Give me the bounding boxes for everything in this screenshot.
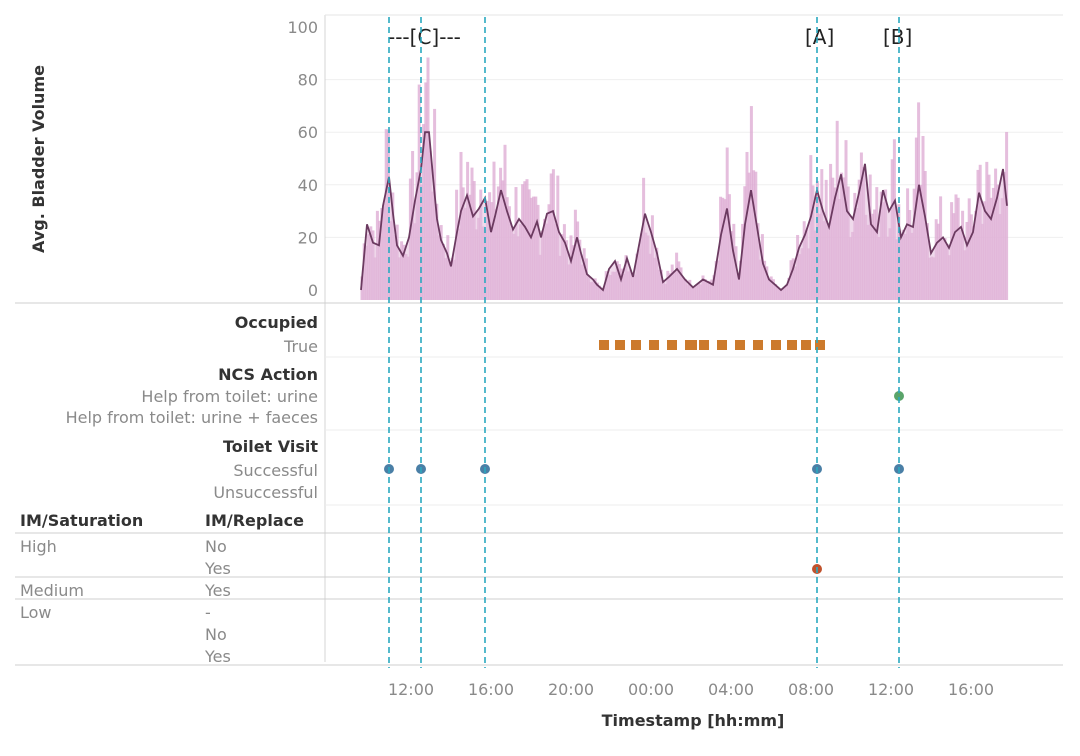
y-tick-label: 40	[298, 176, 318, 195]
occupied-segment	[815, 340, 825, 350]
im-replace-header: IM/Replace	[205, 511, 304, 530]
occupied-segment	[667, 340, 677, 350]
im-replace-label: -	[205, 603, 211, 622]
occupied-segment	[699, 340, 709, 350]
occupied-segment	[615, 340, 625, 350]
im-replace-label: No	[205, 537, 227, 556]
y-tick-label: 0	[308, 281, 318, 300]
occupied-segment	[717, 340, 727, 350]
y-tick-label: 100	[287, 18, 318, 37]
bladder-volume-line	[360, 131, 1008, 292]
annotation-c-label: ---[C]---	[388, 25, 461, 49]
im-replace-label: Yes	[204, 559, 231, 578]
y-tick-label: 80	[298, 71, 318, 90]
occupied-segment	[649, 340, 659, 350]
im-saturation-label: High	[20, 537, 57, 556]
ncs-action-category-label: Help from toilet: urine + faeces	[66, 408, 318, 427]
occupied-title: Occupied	[235, 313, 318, 332]
occupied-segment	[787, 340, 797, 350]
x-tick-label: 04:00	[708, 680, 754, 699]
y-axis-title: Avg. Bladder Volume	[29, 65, 48, 253]
y-tick-label: 60	[298, 123, 318, 142]
occupied-segment	[801, 340, 811, 350]
toilet-visit-category-label: Successful	[233, 461, 318, 480]
occupied-segment	[735, 340, 745, 350]
toilet-visit-title: Toilet Visit	[223, 437, 318, 456]
ncs-action-category-label: Help from toilet: urine	[141, 387, 318, 406]
toilet-visit-category-label: Unsuccessful	[213, 483, 318, 502]
occupied-segment	[771, 340, 781, 350]
x-tick-label: 20:00	[548, 680, 594, 699]
im-replace-label: Yes	[204, 581, 231, 600]
occupied-segment	[631, 340, 641, 350]
im-saturation-header: IM/Saturation	[20, 511, 143, 530]
x-tick-label: 00:00	[628, 680, 674, 699]
x-tick-label: 08:00	[788, 680, 834, 699]
ncs-action-point	[894, 391, 904, 401]
x-tick-label: 12:00	[388, 680, 434, 699]
im-saturation-label: Medium	[20, 581, 84, 600]
bladder-volume-area	[361, 132, 1007, 300]
occupied-category-label: True	[283, 337, 318, 356]
annotation-a-label: [A]	[805, 25, 834, 49]
x-tick-label: 16:00	[468, 680, 514, 699]
im-replace-label: Yes	[204, 647, 231, 666]
y-tick-label: 20	[298, 228, 318, 247]
ncs-action-title: NCS Action	[218, 365, 318, 384]
annotation-b-label: [B]	[883, 25, 912, 49]
x-tick-label: 16:00	[948, 680, 994, 699]
im-saturation-label: Low	[20, 603, 52, 622]
x-tick-label: 12:00	[868, 680, 914, 699]
occupied-segment	[753, 340, 763, 350]
x-axis-title: Timestamp [hh:mm]	[602, 711, 785, 730]
occupied-segment	[685, 340, 697, 350]
occupied-segment	[599, 340, 609, 350]
im-replace-label: No	[205, 625, 227, 644]
